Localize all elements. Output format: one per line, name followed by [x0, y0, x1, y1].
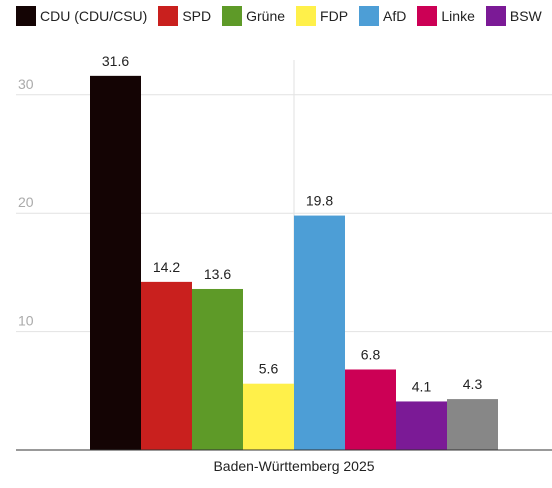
legend-swatch [16, 6, 36, 26]
legend-item-fdp[interactable]: FDP [296, 6, 348, 26]
x-category-label: Baden-Württemberg 2025 [213, 458, 374, 474]
bar-afd[interactable] [294, 215, 345, 450]
legend-item-bsw[interactable]: BSW [485, 6, 542, 26]
y-tick-label: 20 [18, 194, 34, 210]
bar-gr-ne[interactable] [192, 288, 243, 450]
y-tick-label: 30 [18, 76, 34, 92]
legend-item-afd[interactable]: AfD [359, 6, 406, 26]
bar-value-label: 31.6 [102, 53, 129, 69]
legend-label: Linke [441, 8, 475, 24]
bar-value-label: 6.8 [361, 346, 381, 362]
legend-item-gr-ne[interactable]: Grüne [222, 6, 285, 26]
bar-bsw[interactable] [396, 401, 447, 450]
legend-item-cdu-cdu-csu[interactable]: CDU (CDU/CSU) [16, 6, 147, 26]
legend-swatch [158, 6, 179, 26]
bar-cdu-cdu-csu[interactable] [90, 75, 141, 450]
bar-value-label: 19.8 [306, 193, 333, 209]
bar-value-label: 13.6 [204, 266, 231, 282]
legend-label: AfD [383, 8, 407, 24]
legend: CDU (CDU/CSU) SPD Grüne FDP AfD Linke BSW [16, 6, 552, 26]
legend-swatch [222, 6, 243, 26]
legend-swatch [296, 6, 317, 26]
bar-value-label: 4.3 [463, 376, 483, 392]
y-tick-label: 10 [18, 313, 34, 329]
legend-label: SPD [182, 8, 212, 24]
bar-linke[interactable] [345, 369, 396, 450]
bar-value-label: 5.6 [259, 361, 279, 377]
legend-swatch [417, 6, 438, 26]
legend-item-linke[interactable]: Linke [417, 6, 475, 26]
legend-label: BSW [509, 8, 542, 24]
legend-item-spd[interactable]: SPD [158, 6, 211, 26]
legend-swatch [485, 6, 506, 26]
bar-other[interactable] [447, 399, 498, 450]
bar-fdp[interactable] [243, 383, 294, 450]
legend-label: CDU (CDU/CSU) [40, 8, 148, 24]
bar-spd[interactable] [141, 281, 192, 450]
bar-value-label: 14.2 [153, 259, 180, 275]
legend-label: Grüne [246, 8, 286, 24]
bar-value-label: 4.1 [412, 378, 432, 394]
legend-swatch [359, 6, 380, 26]
legend-label: FDP [320, 8, 349, 24]
